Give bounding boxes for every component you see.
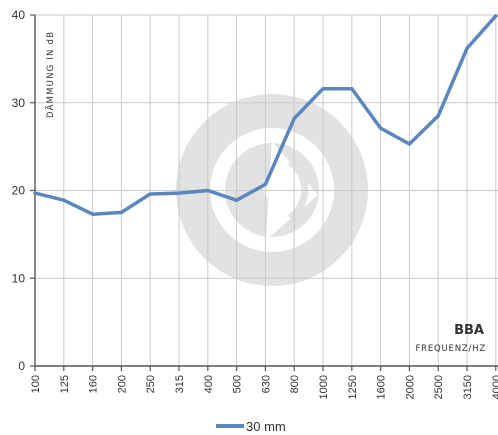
data-point	[33, 191, 37, 195]
y-tick-label: 0	[18, 359, 25, 373]
x-tick-label: 500	[232, 375, 244, 393]
x-tick-label: 3150	[462, 375, 474, 399]
data-point	[494, 14, 498, 18]
y-tick-label: 20	[12, 184, 26, 198]
data-point	[148, 192, 152, 196]
data-point	[263, 182, 267, 186]
data-point	[119, 210, 123, 215]
x-tick-label: 100	[30, 375, 42, 393]
data-point	[292, 116, 296, 121]
x-axis-label: FREQUENZ/HZ	[415, 344, 486, 354]
data-point	[62, 198, 66, 202]
series-layer	[33, 14, 498, 216]
x-tick-label: 2500	[433, 375, 445, 399]
x-tick-label: 160	[88, 375, 100, 393]
data-point	[379, 126, 383, 130]
x-axis-ticks: 100 125 160 200 250 315 400 500 630 800 1000 1250 16…	[30, 366, 498, 399]
data-point	[465, 46, 469, 50]
y-tick-label: 10	[12, 271, 26, 285]
data-point	[235, 198, 239, 202]
x-tick-label: 200	[116, 375, 128, 393]
x-tick-label: 400	[203, 375, 215, 393]
x-tick-label: 800	[289, 375, 301, 393]
x-tick-label: 1000	[318, 375, 330, 399]
x-tick-label: 1600	[376, 375, 388, 399]
data-point	[321, 87, 325, 91]
x-tick-label: 2000	[404, 375, 416, 399]
legend-label: 30 mm	[246, 419, 286, 434]
data-point	[436, 114, 440, 118]
y-axis-label: DÄMMUNG IN dB	[45, 31, 56, 118]
x-tick-label: 315	[174, 375, 186, 393]
data-point	[350, 87, 354, 91]
x-tick-label: 125	[59, 375, 71, 393]
data-point	[91, 212, 95, 216]
y-tick-label: 40	[12, 8, 26, 22]
x-tick-label: 630	[260, 375, 272, 393]
data-point	[177, 191, 181, 195]
y-axis-ticks: 0 10 20 30 40	[12, 8, 35, 373]
y-tick-label: 30	[12, 96, 26, 110]
brand-label: BBA	[454, 323, 484, 338]
x-tick-label: 1250	[347, 375, 359, 399]
x-tick-label: 4000	[491, 375, 498, 399]
x-tick-label: 250	[145, 375, 157, 393]
data-point	[206, 188, 210, 193]
legend: 30 mm	[216, 419, 286, 434]
grid	[35, 14, 498, 366]
data-point	[407, 142, 411, 146]
